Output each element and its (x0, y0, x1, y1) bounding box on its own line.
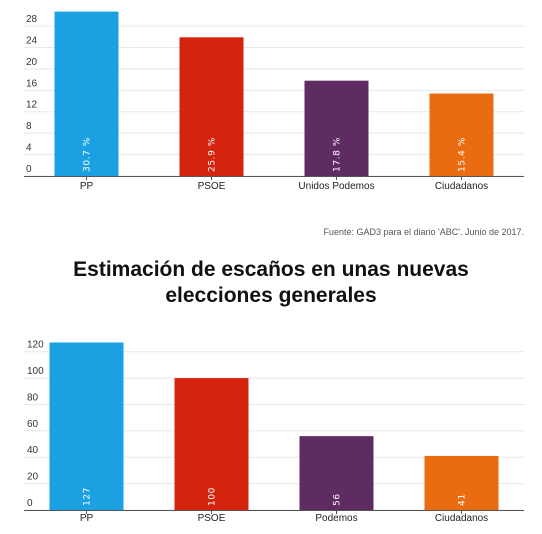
bar-psoe (179, 37, 244, 177)
bar-ciudadanos (424, 455, 499, 510)
y-tick-label: 12 (26, 100, 38, 111)
x-category-label: PP (80, 513, 94, 524)
x-category-label: Ciudadanos (435, 181, 488, 192)
y-tick-label: 8 (26, 121, 32, 132)
bar-pp (54, 11, 119, 176)
x-category-label: PP (80, 181, 94, 192)
source-note: Fuente: GAD3 para el diario 'ABC'. Junio… (323, 227, 524, 237)
x-category-label: Podemos (315, 513, 357, 524)
bar-psoe (174, 378, 249, 510)
chart-title-line-1: Estimación de escaños en unas nuevas (73, 258, 469, 281)
y-tick-label: 120 (27, 340, 44, 351)
chart-title: Estimación de escaños en unas nuevas ele… (0, 257, 542, 309)
x-category-label: Ciudadanos (435, 513, 488, 524)
data-label-pp: 127 (83, 487, 93, 506)
bar-unidos-podemos (304, 80, 369, 176)
y-tick-label: 60 (27, 419, 39, 430)
bar-pp (49, 342, 124, 510)
y-tick-label: 24 (26, 35, 38, 46)
data-label-ciudadanos: 15.4 % (458, 137, 468, 172)
y-tick-label: 80 (27, 392, 39, 403)
y-tick-label: 20 (26, 57, 38, 68)
data-label-psoe: 100 (208, 487, 218, 506)
bar-ciudadanos (429, 93, 494, 176)
y-tick-label: 20 (27, 472, 39, 483)
y-tick-label: 40 (27, 445, 39, 456)
data-label-pp: 30.7 % (83, 137, 93, 172)
data-label-unidos-podemos: 17.8 % (333, 137, 343, 172)
data-label-psoe: 25.9 % (208, 137, 218, 172)
chart-title-line-2: elecciones generales (165, 284, 377, 307)
x-category-label: PSOE (198, 181, 226, 192)
x-category-label: PSOE (198, 513, 226, 524)
y-tick-label: 16 (26, 78, 38, 89)
y-tick-label: 0 (27, 498, 33, 509)
y-tick-label: 100 (27, 366, 44, 377)
bar-podemos (299, 436, 374, 510)
x-category-label: Unidos Podemos (298, 181, 374, 192)
y-tick-label: 0 (26, 164, 32, 175)
y-tick-label: 28 (26, 14, 38, 25)
data-label-podemos: 56 (333, 493, 343, 506)
y-tick-label: 4 (26, 143, 32, 154)
data-label-ciudadanos: 41 (458, 493, 468, 506)
